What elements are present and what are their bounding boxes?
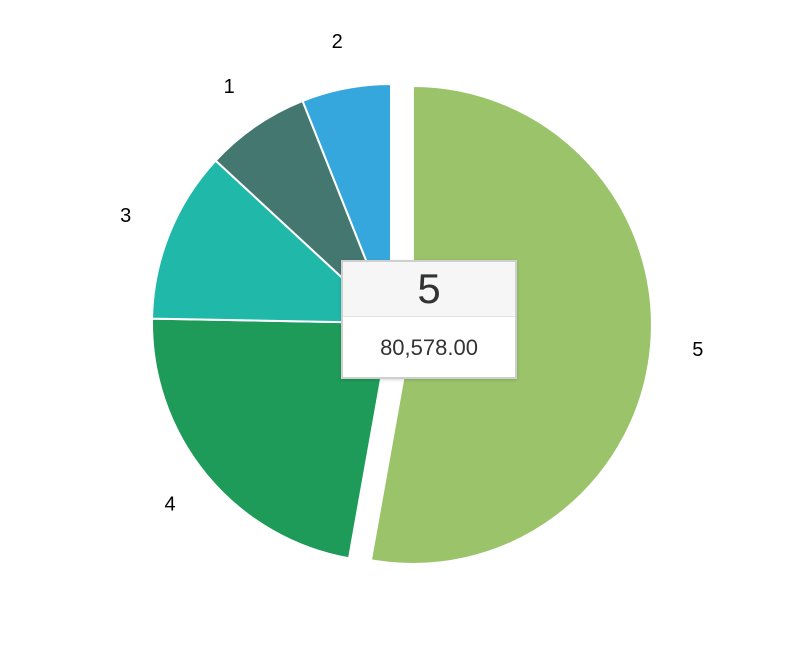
pie-label-2: 2 (332, 31, 343, 53)
pie-slice-4[interactable] (151, 317, 392, 560)
pie-labels: 5 4 3 1 2 (120, 31, 703, 515)
tooltip-category: 5 (343, 262, 515, 317)
pie-label-4: 4 (164, 494, 175, 516)
pie-slice-3[interactable] (151, 159, 392, 324)
pie-label-5: 5 (692, 339, 703, 361)
pie-label-1: 1 (224, 76, 235, 98)
tooltip-value: 80,578.00 (380, 334, 478, 360)
pie-label-3: 3 (120, 205, 131, 227)
tooltip: 5 80,578.00 (341, 260, 517, 379)
